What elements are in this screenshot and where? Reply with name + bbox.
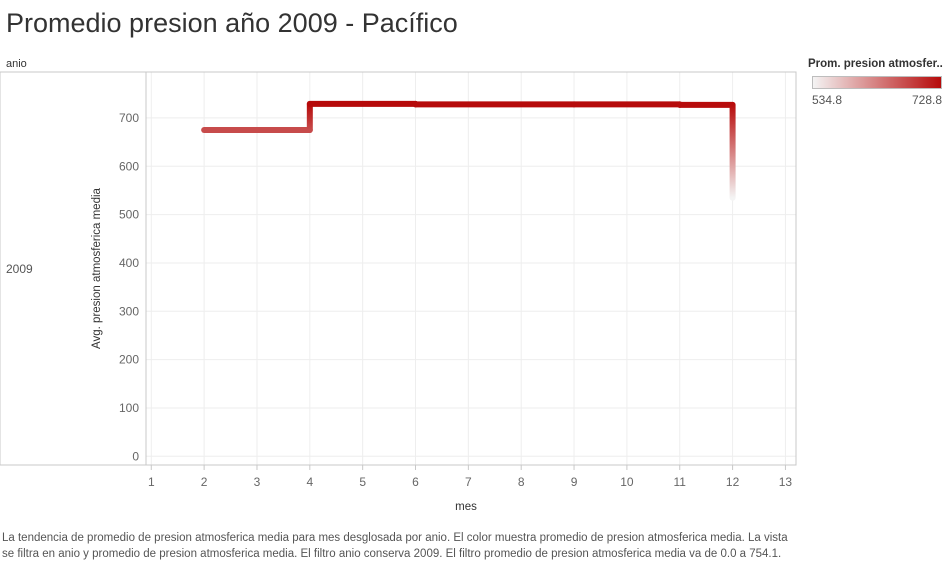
x-tick-label: 3 (254, 475, 261, 489)
x-tick-label: 12 (726, 475, 740, 489)
color-legend-max-label: 728.8 (911, 93, 942, 107)
x-tick-label: 6 (412, 475, 419, 489)
y-tick-label: 200 (119, 353, 139, 367)
color-legend-min-label: 534.8 (812, 93, 843, 107)
chart-title: Promedio presion año 2009 - Pacífico (6, 8, 458, 38)
series-line[interactable] (201, 100, 736, 201)
x-tick-label: 5 (359, 475, 366, 489)
x-tick-label: 2 (201, 475, 208, 489)
row-label-2009: 2009 (6, 262, 33, 276)
y-tick-label: 300 (119, 304, 139, 318)
vertical-gridlines (150, 72, 786, 465)
x-tick-label: 8 (518, 475, 525, 489)
y-tick-label: 100 (119, 401, 139, 415)
x-tick-label: 10 (620, 475, 634, 489)
x-tick-label: 1 (148, 475, 155, 489)
x-axis-ticks: 1 2 3 4 5 6 7 8 9 10 11 12 13 (148, 465, 792, 489)
x-tick-label: 7 (465, 475, 472, 489)
y-tick-label: 600 (119, 159, 139, 173)
y-axis-label: Avg. presion atmosferica media (91, 187, 103, 348)
y-axis-ticks: 0 100 200 300 400 500 600 700 (119, 111, 139, 463)
chart-caption: La tendencia de promedio de presion atmo… (2, 532, 788, 560)
x-axis-label: mes (455, 501, 477, 513)
x-tick-label: 4 (306, 475, 313, 489)
x-tick-label: 13 (779, 475, 793, 489)
y-tick-label: 400 (119, 256, 139, 270)
plot-frame (0, 71, 797, 466)
x-tick-label: 11 (674, 475, 687, 489)
color-legend-ramp (812, 76, 942, 89)
y-tick-label: 0 (132, 449, 139, 463)
row-header-anio: anio (6, 58, 27, 70)
y-tick-label: 700 (119, 111, 139, 125)
x-tick-label: 9 (571, 475, 578, 489)
horizontal-gridlines (146, 117, 796, 457)
y-tick-label: 500 (119, 208, 139, 222)
